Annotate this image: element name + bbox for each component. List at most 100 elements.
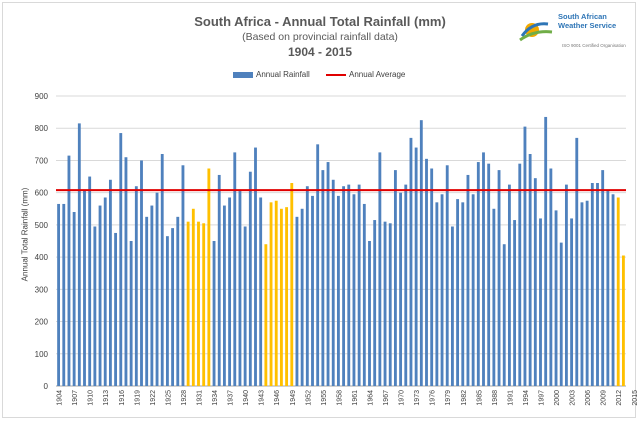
logo-line1: South African: [558, 12, 607, 21]
bar: [404, 184, 408, 386]
bar: [585, 200, 589, 386]
bar: [549, 168, 553, 386]
bar: [621, 255, 625, 386]
bar: [445, 165, 449, 386]
chart-title: South Africa - Annual Total Rainfall (mm…: [194, 14, 446, 29]
bar: [134, 186, 138, 386]
bar: [606, 191, 610, 386]
logo-line2: Weather Service: [558, 21, 617, 30]
x-tick-label: 1961: [352, 390, 359, 406]
x-tick-label: 1988: [492, 390, 499, 406]
bar: [616, 197, 620, 386]
bar: [544, 116, 548, 386]
bar: [290, 183, 294, 386]
bar: [217, 174, 221, 386]
chart-subtitle: (Based on provincial rainfall data): [242, 31, 398, 43]
bar: [487, 163, 491, 386]
legend-label-annual-rainfall: Annual Rainfall: [256, 70, 310, 79]
bar: [611, 194, 615, 386]
bar: [414, 147, 418, 386]
bar: [114, 232, 118, 386]
bar: [305, 186, 309, 386]
bar: [140, 160, 143, 386]
x-tick-label: 1934: [212, 390, 219, 406]
bar: [513, 220, 517, 386]
y-tick-label: 800: [35, 124, 49, 133]
bar: [274, 200, 278, 386]
bar: [171, 228, 175, 386]
x-tick-label: 1967: [383, 390, 390, 406]
bar: [57, 203, 61, 386]
bar: [269, 202, 273, 386]
y-tick-label: 0: [44, 382, 49, 391]
bar: [124, 157, 128, 386]
bar: [466, 174, 470, 386]
bar: [321, 170, 325, 386]
bar: [238, 191, 242, 386]
bar: [222, 205, 226, 386]
bar: [259, 197, 263, 386]
bar: [430, 168, 434, 386]
bar: [129, 241, 133, 386]
x-tick-label: 1925: [165, 390, 172, 406]
x-tick-label: 2015: [632, 390, 639, 406]
bar: [197, 221, 200, 386]
bar: [155, 192, 159, 386]
bar: [347, 184, 351, 386]
bar: [482, 152, 485, 386]
bar: [248, 171, 252, 386]
bar: [492, 208, 496, 386]
bar: [191, 208, 195, 386]
bar: [88, 176, 92, 386]
bar: [83, 189, 86, 386]
x-tick-label: 1910: [88, 390, 95, 406]
saws-emblem-icon: [519, 22, 553, 42]
bar: [456, 199, 460, 386]
bar: [207, 168, 211, 386]
x-tick-label: 1979: [445, 390, 452, 406]
legend-item-annual-average: Annual Average: [326, 70, 405, 79]
bar: [119, 133, 123, 386]
x-tick-label: 1913: [103, 390, 110, 406]
y-tick-label: 900: [35, 92, 49, 101]
bar: [502, 244, 506, 386]
bar: [383, 221, 387, 386]
x-tick-label: 1943: [259, 390, 266, 406]
bar: [103, 197, 107, 386]
y-tick-label: 300: [35, 285, 49, 294]
bar: [228, 197, 232, 386]
bar: [590, 183, 594, 386]
y-tick-label: 100: [35, 350, 49, 359]
x-tick-label: 1952: [305, 390, 312, 406]
bar: [160, 154, 164, 386]
bar: [300, 208, 304, 386]
x-tick-label: 1976: [430, 390, 437, 406]
x-tick-label: 1931: [197, 390, 204, 406]
x-tick-label: 2003: [570, 390, 577, 406]
x-tick-label: 1949: [290, 390, 297, 406]
x-tick-label: 1973: [414, 390, 421, 406]
bar: [554, 210, 558, 386]
bar: [311, 195, 314, 386]
x-tick-label: 1964: [368, 390, 375, 406]
x-tick-label: 1922: [150, 390, 157, 406]
bar: [342, 186, 346, 386]
x-tick-label: 2000: [554, 390, 561, 406]
y-tick-label: 600: [35, 189, 49, 198]
x-tick-label: 2006: [585, 390, 592, 406]
x-tick-label: 1970: [399, 390, 406, 406]
bar: [476, 162, 480, 386]
bar: [601, 170, 605, 386]
bar: [523, 126, 527, 386]
x-tick-label: 1991: [507, 390, 514, 406]
x-tick-label: 2009: [601, 390, 608, 406]
bar: [62, 203, 66, 386]
bar: [357, 184, 361, 386]
bar: [186, 221, 190, 386]
bar: [461, 202, 465, 386]
bar: [67, 155, 71, 386]
bar: [326, 162, 330, 386]
x-tick-label: 1907: [72, 390, 79, 406]
bar: [596, 183, 599, 386]
bar: [72, 212, 76, 386]
